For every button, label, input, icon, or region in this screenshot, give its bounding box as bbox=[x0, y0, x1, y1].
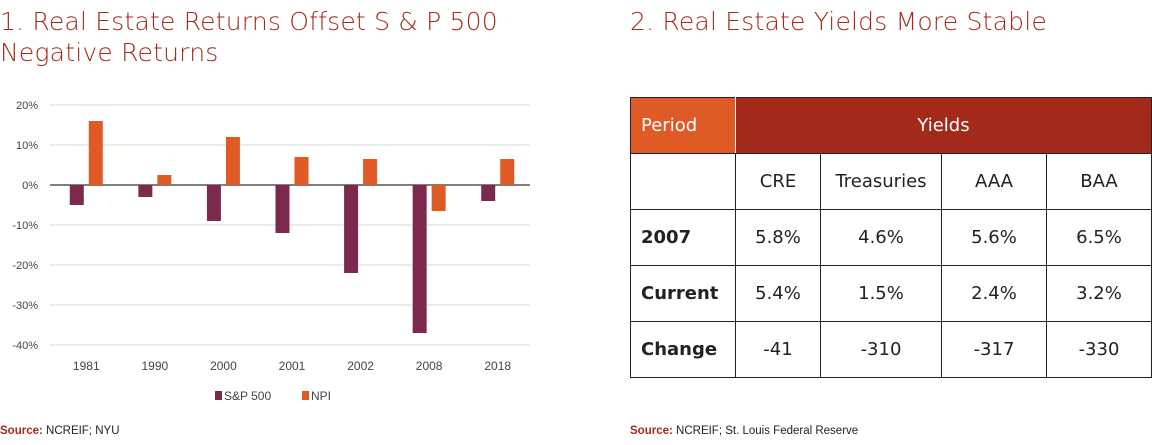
x-tick-label: 1981 bbox=[73, 359, 100, 373]
header-yields: Yields bbox=[735, 97, 1152, 154]
y-tick-label: 20% bbox=[16, 100, 38, 112]
empty-cell bbox=[630, 153, 736, 210]
table-cell: 4.6% bbox=[820, 209, 942, 266]
table-cell: 5.8% bbox=[735, 209, 821, 266]
y-tick-label: -30% bbox=[12, 300, 38, 312]
bar-sp500 bbox=[206, 185, 221, 221]
table-row: 2007 5.8% 4.6% 5.6% 6.5% bbox=[630, 209, 1152, 266]
table-cell: -330 bbox=[1046, 321, 1152, 378]
source-label: Source: bbox=[630, 425, 673, 437]
source-label: Source: bbox=[0, 425, 43, 437]
legend-label: S&P 500 bbox=[224, 389, 271, 403]
legend-swatch bbox=[215, 391, 222, 400]
column-header: AAA bbox=[941, 153, 1047, 210]
table-row: Change -41 -310 -317 -330 bbox=[630, 321, 1152, 378]
x-tick-label: 2001 bbox=[279, 359, 306, 373]
bar-sp500 bbox=[412, 185, 427, 333]
bar-npi bbox=[225, 137, 240, 185]
x-tick-label: 1990 bbox=[142, 359, 169, 373]
source-text: NCREIF; NYU bbox=[46, 425, 120, 437]
table-cell: -317 bbox=[941, 321, 1047, 378]
y-tick-label: -40% bbox=[12, 340, 38, 352]
y-tick-label: -10% bbox=[12, 220, 38, 232]
table-cell: 5.6% bbox=[941, 209, 1047, 266]
bar-sp500 bbox=[69, 185, 84, 205]
x-tick-label: 2018 bbox=[484, 359, 511, 373]
table-header-row: Period Yields bbox=[630, 97, 1152, 154]
column-header: BAA bbox=[1046, 153, 1152, 210]
returns-bar-chart: 20% 10% 0% -10% -20% -30% -40% 1981 1990 2000 2001… bbox=[12, 100, 530, 403]
row-label: 2007 bbox=[630, 209, 736, 266]
source-text: NCREIF; St. Louis Federal Reserve bbox=[676, 425, 859, 437]
bar-sp500 bbox=[138, 185, 153, 197]
table-cell: 5.4% bbox=[735, 265, 821, 322]
header-period: Period bbox=[630, 97, 736, 154]
column-header: Treasuries bbox=[820, 153, 942, 210]
table-cell: 1.5% bbox=[820, 265, 942, 322]
bar-npi bbox=[294, 157, 309, 185]
column-header: CRE bbox=[735, 153, 821, 210]
table-title: 2. Real Estate Yields More Stable bbox=[630, 7, 1047, 36]
bar-npi bbox=[363, 159, 378, 185]
legend-swatch bbox=[302, 391, 309, 400]
x-tick-label: 2008 bbox=[416, 359, 443, 373]
x-tick-label: 2000 bbox=[210, 359, 237, 373]
row-label: Change bbox=[630, 321, 736, 378]
table-cell: -41 bbox=[735, 321, 821, 378]
table-cell: -310 bbox=[820, 321, 942, 378]
table-row: Current 5.4% 1.5% 2.4% 3.2% bbox=[630, 265, 1152, 322]
bar-npi bbox=[500, 159, 515, 185]
bar-sp500 bbox=[481, 185, 496, 201]
bar-npi bbox=[431, 185, 446, 211]
table-column-header-row: CRE Treasuries AAA BAA bbox=[630, 153, 1152, 210]
table-cell: 2.4% bbox=[941, 265, 1047, 322]
legend-label: NPI bbox=[311, 389, 331, 403]
y-tick-label: 0% bbox=[22, 180, 38, 192]
bar-npi bbox=[88, 121, 103, 185]
chart-title: 1. Real Estate Returns Offset S & P 500 … bbox=[0, 7, 498, 67]
bar-sp500 bbox=[275, 185, 290, 233]
bar-sp500 bbox=[344, 185, 359, 273]
x-tick-label: 2002 bbox=[347, 359, 374, 373]
y-tick-label: 10% bbox=[16, 140, 38, 152]
y-tick-label: -20% bbox=[12, 260, 38, 272]
row-label: Current bbox=[630, 265, 736, 322]
chart-source: Source: NCREIF; NYU bbox=[0, 425, 120, 437]
bar-npi bbox=[157, 175, 172, 185]
table-cell: 3.2% bbox=[1046, 265, 1152, 322]
table-cell: 6.5% bbox=[1046, 209, 1152, 266]
yields-table: Period Yields CRE Treasuries AAA BAA 200… bbox=[630, 97, 1152, 378]
table-source: Source: NCREIF; St. Louis Federal Reserv… bbox=[630, 425, 858, 437]
